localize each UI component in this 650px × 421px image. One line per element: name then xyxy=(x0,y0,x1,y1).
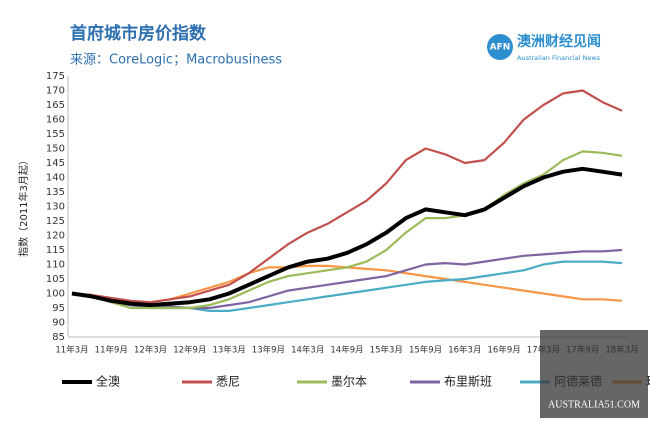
legend-label: 墨尔本 xyxy=(331,374,367,389)
logo-name: 澳洲财经见闻 xyxy=(517,33,601,50)
logo-mark: AFN xyxy=(490,43,511,53)
y-tick-label: 125 xyxy=(46,216,65,227)
x-tick-label: 12年9月 xyxy=(173,345,206,356)
y-tick-label: 105 xyxy=(46,274,65,285)
legend-label: 悉尼 xyxy=(216,375,240,389)
y-tick-label: 155 xyxy=(46,129,65,140)
y-tick-label: 165 xyxy=(46,100,65,111)
y-tick-label: 115 xyxy=(46,245,65,256)
series-line xyxy=(71,248,623,310)
y-tick-label: 140 xyxy=(46,173,65,184)
legend-label: 全澳 xyxy=(96,374,120,389)
logo-circle xyxy=(487,34,513,60)
y-tick-label: 135 xyxy=(46,187,65,198)
series-line xyxy=(71,264,623,304)
y-tick-label: 85 xyxy=(52,332,65,343)
x-tick-label: 13年9月 xyxy=(252,345,285,356)
y-axis-label: 指数（2011年3月起） xyxy=(17,155,30,257)
x-tick-label: 15年9月 xyxy=(409,345,442,356)
y-tick-label: 145 xyxy=(46,158,65,169)
y-tick-label: 120 xyxy=(46,231,65,242)
series-line xyxy=(71,166,623,308)
x-tick-label: 16年3月 xyxy=(448,345,481,356)
watermark: AUSTRALIA51.COM xyxy=(548,399,640,410)
y-tick-label: 130 xyxy=(46,202,65,213)
chart-subtitle: 来源：CoreLogic；Macrobusiness xyxy=(70,53,282,68)
x-tick-label: 14年3月 xyxy=(291,345,324,356)
logo-english: Australian Financial News xyxy=(517,54,601,62)
watermark-box xyxy=(540,330,648,418)
y-tick-label: 150 xyxy=(46,144,65,155)
chart-title: 首府城市房价指数 xyxy=(70,23,207,44)
series-line xyxy=(71,89,623,304)
y-tick-label: 100 xyxy=(46,289,65,300)
series-line xyxy=(71,150,623,310)
x-tick-label: 11年3月 xyxy=(55,345,88,356)
x-tick-label: 15年3月 xyxy=(370,345,403,356)
x-tick-label: 12年3月 xyxy=(134,345,167,356)
legend-label: 布里斯班 xyxy=(444,375,492,389)
y-tick-label: 95 xyxy=(52,303,65,314)
y-tick-label: 90 xyxy=(52,318,65,329)
x-tick-label: 13年3月 xyxy=(213,345,246,356)
y-tick-label: 170 xyxy=(46,86,65,97)
y-tick-label: 160 xyxy=(46,115,65,126)
y-tick-label: 175 xyxy=(46,71,65,82)
x-tick-label: 14年9月 xyxy=(330,345,363,356)
y-tick-label: 110 xyxy=(46,260,65,271)
x-tick-label: 11年9月 xyxy=(95,345,128,356)
x-tick-label: 16年9月 xyxy=(488,345,521,356)
